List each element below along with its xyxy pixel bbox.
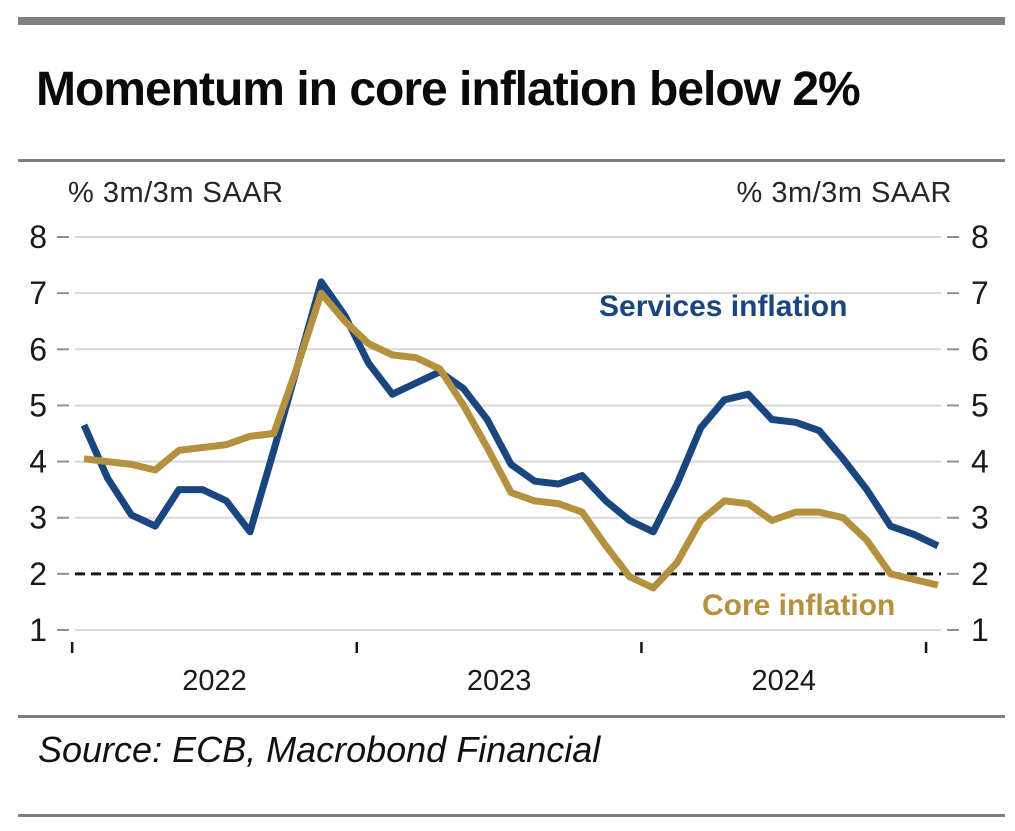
- y-axis-label-right: 4: [971, 444, 989, 480]
- y-axis-label-left: 6: [29, 331, 47, 367]
- y-axis-label-left: 5: [29, 387, 47, 423]
- y-axis-label-left: 2: [29, 556, 47, 592]
- page-title: Momentum in core inflation below 2%: [36, 63, 861, 116]
- y-axis-label-right: 5: [971, 387, 989, 423]
- footer-divider-bottom: [18, 814, 1005, 817]
- y-axis-label-right: 1: [971, 612, 989, 648]
- y-axis-label-right: 2: [971, 556, 989, 592]
- source-text: Source: ECB, Macrobond Financial: [38, 729, 601, 770]
- y-axis-label-left: 8: [29, 219, 47, 255]
- core-line: [83, 289, 939, 592]
- axis-caption-right: % 3m/3m SAAR: [736, 177, 952, 209]
- y-axis-label-right: 8: [971, 219, 989, 255]
- y-axis-label-left: 1: [29, 612, 47, 648]
- y-axis-label-right: 3: [971, 500, 989, 536]
- x-axis-year-label: 2022: [182, 665, 247, 697]
- core-series-label: Core inflation: [702, 589, 896, 622]
- axis-caption-left: % 3m/3m SAAR: [68, 177, 284, 209]
- y-axis-label-right: 6: [971, 331, 989, 367]
- footer-divider-top: [18, 715, 1005, 718]
- x-axis-year-label: 2024: [751, 665, 816, 697]
- title-divider: [18, 159, 1005, 162]
- y-axis-label-left: 7: [29, 275, 47, 311]
- services-line: [80, 278, 940, 549]
- y-axis-label-left: 3: [29, 500, 47, 536]
- services-series-label: Services inflation: [599, 290, 848, 323]
- top-accent-bar: [18, 17, 1005, 25]
- y-axis-label-right: 7: [971, 275, 989, 311]
- x-axis-year-label: 2023: [467, 665, 532, 697]
- y-axis-label-left: 4: [29, 444, 47, 480]
